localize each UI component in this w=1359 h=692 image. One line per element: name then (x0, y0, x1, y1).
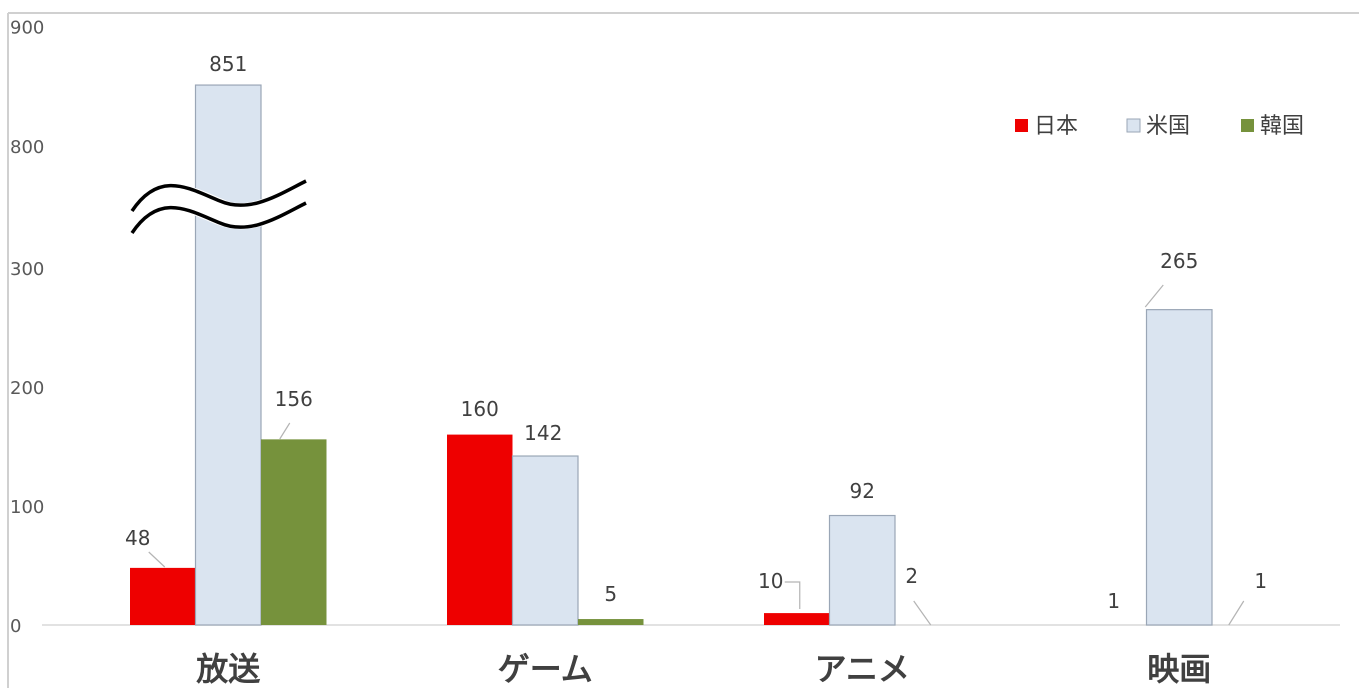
bar-米国-映画 (1145, 309, 1213, 626)
axis-break-line-bottom (130, 201, 307, 234)
x-tick-label-映画: 映画 (1147, 650, 1211, 688)
data-label-日本-放送: 48 (125, 526, 150, 550)
legend-swatch-日本 (1015, 119, 1028, 132)
bar-日本-アニメ (764, 613, 830, 625)
leader-line-韓国-映画 (1228, 600, 1245, 626)
y-tick-label-100: 100 (10, 497, 44, 518)
bar-韓国-放送 (261, 439, 327, 625)
y-tick-label-300: 300 (10, 259, 44, 280)
legend-label-日本: 日本 (1034, 114, 1078, 139)
data-label-韓国-映画: 1 (1254, 569, 1267, 593)
bar-米国-ゲーム (511, 455, 579, 626)
data-label-米国-放送: 851 (209, 52, 247, 76)
data-label-日本-ゲーム: 160 (461, 397, 499, 421)
data-label-韓国-アニメ: 2 (905, 564, 918, 588)
bar-日本-放送 (130, 567, 196, 625)
data-label-韓国-ゲーム: 5 (604, 582, 617, 606)
bar-米国-放送 (194, 84, 262, 626)
y-tick-label-200: 200 (10, 378, 44, 399)
y-tick-label-0: 0 (10, 616, 21, 637)
legend-label-韓国: 韓国 (1260, 114, 1304, 139)
axis-break-mask (121, 180, 312, 230)
axis-break-line-top (130, 179, 307, 212)
legend-swatch-米国 (1126, 118, 1141, 133)
x-tick-label-アニメ: アニメ (815, 650, 910, 688)
legend-swatch-韓国 (1241, 119, 1254, 132)
leader-line-米国-映画 (1144, 284, 1164, 308)
data-label-米国-アニメ: 92 (850, 479, 875, 503)
y-tick-label-900: 900 (10, 18, 44, 39)
x-tick-label-ゲーム: ゲーム (498, 650, 593, 688)
data-label-米国-映画: 265 (1160, 249, 1198, 273)
bar-米国-アニメ (828, 514, 896, 626)
legend-label-米国: 米国 (1146, 114, 1190, 139)
bar-韓国-ゲーム (578, 619, 644, 625)
data-label-韓国-放送: 156 (275, 387, 313, 411)
y-tick-label-800: 800 (10, 137, 44, 158)
leader-line-日本-アニメ (784, 581, 801, 609)
leader-line-韓国-アニメ (913, 600, 932, 626)
x-tick-label-放送: 放送 (196, 650, 260, 688)
data-label-米国-ゲーム: 142 (524, 421, 562, 445)
bar-日本-ゲーム (447, 434, 513, 625)
data-label-日本-映画: 1 (1107, 589, 1120, 613)
leader-line-日本-放送 (148, 551, 166, 568)
leader-line-韓国-放送 (279, 422, 291, 440)
data-label-日本-アニメ: 10 (758, 569, 783, 593)
